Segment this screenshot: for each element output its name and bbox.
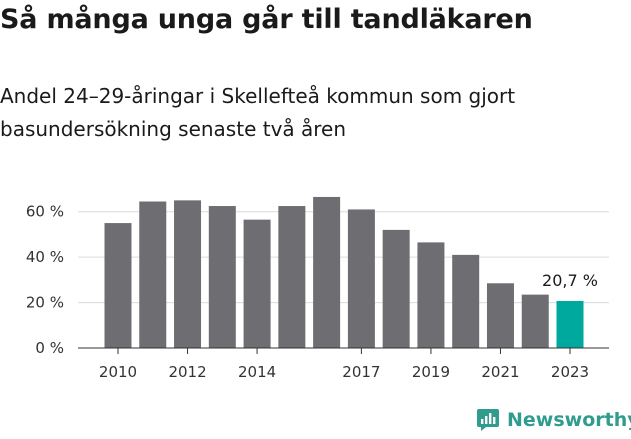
bar-2017	[347, 209, 375, 348]
bar-2020	[452, 254, 480, 348]
chart-title: Så många unga går till tandläkaren	[0, 4, 533, 35]
x-tick-label: 2012	[168, 363, 206, 381]
x-tick-label: 2023	[551, 363, 589, 381]
highlight-data-label: 20,7 %	[542, 271, 598, 290]
bar-2022	[521, 294, 549, 348]
bar-2014	[243, 219, 271, 348]
x-tick-label: 2014	[238, 363, 276, 381]
bar-chart: 0 % 20 % 40 % 60 % 2010 2012 2014 2017 2019 2021 2…	[26, 196, 609, 381]
bar-2023	[556, 300, 584, 348]
brand-name: Newsworthy	[507, 409, 631, 431]
bar-2018	[382, 229, 410, 348]
bar-2015	[278, 206, 306, 348]
newsworthy-brand: Newsworthy	[476, 408, 631, 432]
bar-2021	[486, 283, 514, 348]
y-tick-label: 20 %	[26, 294, 64, 312]
bar-2011	[139, 201, 167, 348]
y-tick-label: 40 %	[26, 248, 64, 266]
y-tick-label: 0 %	[35, 339, 64, 357]
x-tick-label: 2010	[99, 363, 137, 381]
bar-2010	[104, 223, 132, 348]
bar-2016	[313, 196, 341, 348]
chart-subtitle: Andel 24–29-åringar i Skellefteå kommun …	[0, 84, 516, 141]
bar-2013	[208, 206, 236, 348]
newsworthy-logo-icon	[477, 409, 499, 431]
x-tick-label: 2017	[342, 363, 380, 381]
bar-2019	[417, 242, 445, 348]
x-tick-label: 2021	[481, 363, 519, 381]
x-tick-label: 2019	[412, 363, 450, 381]
bar-2012	[174, 200, 202, 348]
y-tick-label: 60 %	[26, 203, 64, 221]
